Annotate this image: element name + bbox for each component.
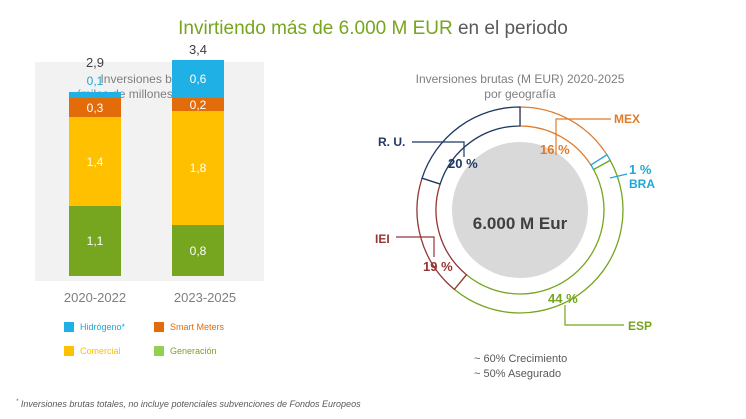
slice-value-iei: 19 % — [423, 259, 453, 274]
leader-line-ru — [412, 141, 465, 157]
note-crecimiento: ~ 60% Crecimiento — [474, 353, 568, 365]
note-asegurado: ~ 50% Asegurado — [474, 368, 562, 380]
bar-segment-generacion — [69, 206, 121, 276]
leader-line-bra — [609, 173, 628, 179]
bar-value-label: 0,1 — [86, 73, 104, 88]
legend-label-hidrogeno: Hidrógeno* — [80, 322, 126, 332]
bar-segment-hidrogeno — [172, 60, 224, 99]
footnote-text: Inversiones brutas totales, no incluye p… — [20, 399, 361, 409]
footnote-mark: * — [16, 399, 19, 405]
bar-segment-generacion — [172, 225, 224, 276]
donut-center-label: 6.000 M Eur — [472, 214, 568, 233]
legend-swatch-comercial — [64, 346, 74, 356]
legend-smart-meters: Smart Meters — [154, 322, 224, 332]
bar-value-label: 0,6 — [189, 72, 207, 87]
bar-segment-comercial — [69, 117, 121, 207]
title-highlight: Invirtiendo más de 6.000 M EUR — [178, 18, 453, 39]
legend-label-generacion: Generación — [170, 346, 217, 356]
bar-value-label: 1,4 — [86, 154, 104, 169]
bar-segment-comercial — [172, 110, 224, 226]
category-label-2023-2025: 2023-2025 — [173, 290, 237, 305]
legend-label-comercial: Comercial — [80, 346, 121, 356]
leader-line-mex — [555, 118, 611, 155]
page-title: Invirtiendo más de 6.000 M EUR en el per… — [0, 18, 746, 40]
title-rest: en el periodo — [457, 18, 568, 39]
legend-swatch-generacion — [154, 346, 164, 356]
donut-subtitle-line2: por geografía — [484, 87, 556, 101]
geo-label-iei: IEI — [375, 232, 390, 246]
bar-value-label: 0,2 — [189, 97, 207, 112]
bar-segment-smart-meters — [172, 98, 224, 111]
leader-line-iei — [396, 236, 435, 257]
legend-swatch-smart-meters — [154, 322, 164, 332]
geo-label-esp: ESP — [628, 319, 653, 333]
bar-value-label: 0,8 — [189, 243, 207, 258]
bar-value-label: 1,8 — [189, 161, 207, 176]
donut-slice-ru — [421, 106, 521, 185]
geo-label-mex: MEX — [614, 112, 641, 126]
footnote: * Inversiones brutas totales, no incluye… — [16, 399, 361, 409]
geo-label-ru: R. U. — [378, 135, 406, 149]
bar-value-label: 0,3 — [86, 100, 104, 115]
slice-value-ru: 20 % — [448, 156, 478, 171]
slice-value-esp: 44 % — [548, 291, 578, 306]
bar-value-label: 1,1 — [86, 234, 104, 249]
geo-label-bra: BRA — [629, 177, 655, 191]
legend-swatch-hidrogeno — [64, 322, 74, 332]
legend-generacion: Generación — [154, 346, 217, 356]
donut-chart-subtitle: Inversiones brutas (M EUR) 2020-2025 por… — [380, 72, 660, 102]
donut-subtitle-line1: Inversiones brutas (M EUR) 2020-2025 — [415, 72, 625, 86]
bar-segment-hidrogeno — [69, 91, 121, 99]
donut-center — [452, 142, 588, 278]
slice-value-bra: 1 % — [629, 162, 652, 177]
category-label-2020-2022: 2020-2022 — [63, 290, 127, 305]
legend-label-smart-meters: Smart Meters — [170, 322, 225, 332]
slice-value-mex: 16 % — [540, 142, 570, 157]
legend-hidrogeno: Hidrógeno* — [64, 322, 125, 332]
bar-total-label: 2,9 — [85, 54, 105, 70]
legend-comercial: Comercial — [64, 346, 121, 356]
bar-total-label: 3,4 — [188, 42, 208, 58]
bar-segment-smart-meters — [69, 98, 121, 118]
leader-line-esp — [564, 305, 624, 326]
